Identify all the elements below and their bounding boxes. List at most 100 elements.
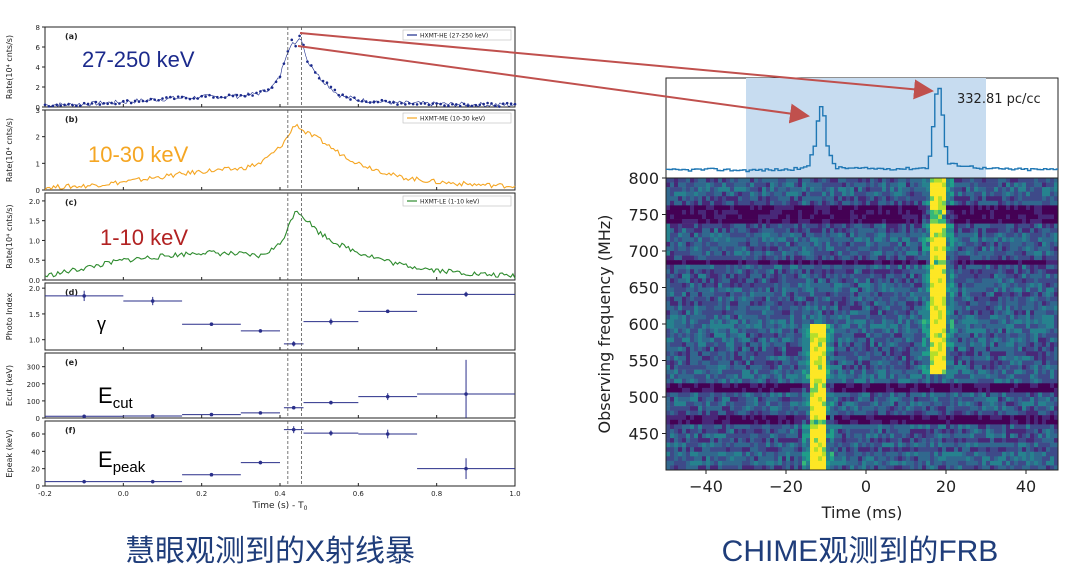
spectrum-cell (778, 333, 783, 338)
spectrum-cell (718, 374, 723, 380)
spectrum-cell (822, 232, 827, 238)
spectrum-cell (1030, 351, 1035, 357)
spectrum-cell (946, 205, 951, 211)
spectrum-cell (698, 333, 703, 338)
spectrum-cell (754, 255, 759, 261)
spectrum-cell (914, 314, 919, 320)
spectrum-cell (746, 287, 751, 293)
spectrum-cell (874, 269, 879, 275)
spectrum-cell (942, 342, 947, 348)
spectrum-cell (666, 392, 671, 398)
spectrum-cell (882, 237, 887, 243)
spectrum-cell (682, 346, 687, 352)
spectrum-cell (882, 232, 887, 238)
spectrum-cell (666, 200, 671, 206)
spectrum-cell (914, 246, 919, 252)
spectrum-cell (878, 324, 883, 329)
spectrum-cell (870, 342, 875, 348)
spectrum-cell (670, 219, 675, 224)
spectrum-cell (782, 241, 787, 247)
spectrum-cell (758, 246, 763, 252)
spectrum-cell (754, 182, 759, 188)
spectrum-cell (1030, 360, 1035, 366)
spectrum-cell (682, 205, 687, 211)
spectrum-cell (814, 232, 819, 238)
spectrum-cell (934, 337, 939, 343)
spectrum-cell (1034, 319, 1039, 325)
spectrum-cell (886, 292, 891, 297)
spectrum-cell (846, 387, 851, 393)
spectrum-cell (690, 214, 695, 220)
spectrum-cell (810, 305, 815, 311)
spectrum-cell (806, 355, 811, 361)
spectrum-cell (746, 319, 751, 325)
spectrum-cell (722, 292, 727, 297)
spectrum-cell (1034, 278, 1039, 284)
spectrum-cell (986, 205, 991, 211)
spectrum-cell (910, 351, 915, 357)
spectrum-cell (682, 328, 687, 334)
spectrum-cell (1042, 310, 1047, 316)
spectrum-cell (858, 287, 863, 293)
spectrum-cell (958, 209, 963, 215)
spectrum-cell (826, 383, 831, 389)
spectrum-cell (690, 296, 695, 302)
spectrum-cell (674, 260, 679, 265)
spectrum-cell (682, 269, 687, 275)
spectrum-cell (1022, 387, 1027, 393)
spectrum-cell (950, 324, 955, 329)
spectrum-cell (710, 360, 715, 366)
spectrum-cell (726, 237, 731, 243)
spectrum-cell (674, 209, 679, 215)
spectrum-cell (958, 365, 963, 370)
spectrum-cell (902, 187, 907, 192)
spectrum-cell (698, 196, 703, 202)
spectrum-cell (714, 314, 719, 320)
spectrum-cell (810, 287, 815, 293)
spectrum-cell (902, 324, 907, 329)
panel-tag: (a) (65, 32, 78, 41)
spectrum-cell (910, 205, 915, 211)
spectrum-cell (738, 264, 743, 270)
data-point (368, 101, 372, 104)
spectrum-cell (746, 251, 751, 256)
spectrum-cell (922, 209, 927, 215)
spectrum-cell (1006, 232, 1011, 238)
spectrum-cell (706, 196, 711, 202)
spectrum-cell (926, 351, 931, 357)
spectrum-cell (690, 282, 695, 288)
spectrum-cell (766, 337, 771, 343)
spectrum-cell (938, 191, 943, 197)
spectrum-cell (774, 351, 779, 357)
spectrum-cell (918, 328, 923, 334)
spectrum-cell (718, 178, 723, 183)
spectrum-cell (990, 355, 995, 361)
spectrum-cell (898, 255, 903, 261)
spectrum-cell (926, 219, 931, 224)
spectrum-cell (914, 305, 919, 311)
spectrum-cell (738, 387, 743, 393)
spectrum-cell (834, 360, 839, 366)
spectrum-cell (1002, 278, 1007, 284)
data-point (313, 71, 317, 74)
spectrum-cell (670, 346, 675, 352)
y-tick-label: 300 (27, 364, 40, 372)
spectrum-cell (914, 387, 919, 393)
spectrum-cell (926, 246, 931, 252)
spectrum-cell (906, 182, 911, 188)
spectrum-cell (978, 205, 983, 211)
spectrum-cell (766, 269, 771, 275)
spectrum-cell (850, 232, 855, 238)
spectrum-cell (854, 200, 859, 206)
spectrum-cell (1022, 241, 1027, 247)
spectrum-cell (726, 251, 731, 256)
spectrum-cell (682, 200, 687, 206)
spectrum-cell (678, 383, 683, 389)
spectrum-cell (854, 314, 859, 320)
spectrum-cell (702, 200, 707, 206)
spectrum-cell (670, 269, 675, 275)
spectrum-cell (722, 374, 727, 380)
spectrum-cell (1026, 264, 1031, 270)
spectrum-cell (1038, 337, 1043, 343)
spectrum-cell (754, 241, 759, 247)
